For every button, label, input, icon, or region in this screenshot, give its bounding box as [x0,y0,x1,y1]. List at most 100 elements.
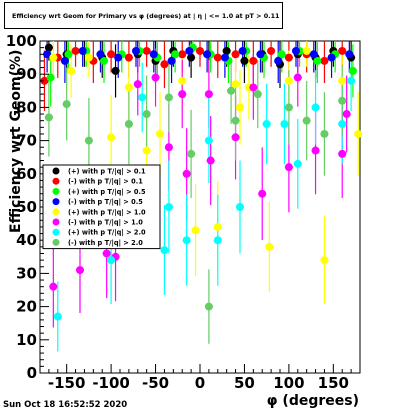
data-point [213,53,222,62]
legend-frame [42,164,161,250]
data-point [84,136,93,145]
data-point [182,169,191,178]
x-tick-label: -50 [142,374,169,392]
x-axis-title: φ (degrees) [267,393,359,409]
data-point [111,66,120,75]
data-point [133,80,142,89]
data-point [338,149,347,158]
data-point [44,113,53,122]
x-tick-label: 150 [318,374,349,392]
data-point [206,156,215,165]
data-point [354,129,363,138]
data-point [46,73,55,82]
data-point [274,56,283,65]
data-point [231,133,240,142]
data-point [204,136,213,145]
legend-entry-label: (+) with p T/|q| > 0.1 [68,168,146,177]
y-axis-title: Efficiency wrt Geom(%) [8,50,24,233]
data-point [156,129,164,138]
data-point [262,120,271,128]
data-point [284,163,293,172]
data-point [196,46,204,55]
x-tick-label: 0 [195,374,205,392]
data-point [313,56,322,65]
data-point [311,103,320,112]
data-point [320,129,329,138]
data-point [236,103,244,112]
data-point [231,50,240,59]
legend-marker [52,187,60,195]
data-point [267,46,276,55]
data-point [345,50,354,59]
data-point [204,302,213,311]
data-point [348,66,357,75]
data-point [124,120,133,128]
chart-title: Efficiency wrt Geom for Primary vs φ (de… [12,12,280,20]
legend-marker [52,208,60,216]
markers-layer [40,43,363,321]
data-point [187,149,196,158]
legend-marker [52,238,60,246]
data-point [265,242,274,251]
legend-marker [52,228,60,236]
data-point [320,256,329,265]
data-point [320,56,329,65]
data-point [284,103,293,112]
data-point [293,73,302,82]
legend: (+) with p T/|q| > 0.1(-) with p T/|q| >… [42,164,161,250]
data-point [213,236,222,245]
data-point [185,46,194,55]
y-tick-label: 0 [27,364,37,382]
data-point [71,46,80,55]
legend-entry-label: (-) with p T/|q| > 0.1 [68,178,143,187]
data-point [178,50,187,59]
data-point [124,53,133,62]
timestamp: Sun Oct 18 16:52:52 2020 [3,400,128,410]
legend-entry-label: (-) with p T/|q| > 2.0 [68,239,143,248]
legend-entry-label: (-) with p T/|q| > 0.5 [68,198,143,207]
data-point [191,226,200,235]
data-point [40,76,49,85]
data-point [107,133,116,142]
y-tick-label: 40 [16,231,37,249]
y-tick-label: 100 [6,32,37,50]
data-point [49,53,58,62]
legend-entry-label: (-) with p T/|q| > 1.0 [68,219,143,228]
data-point [213,222,222,231]
data-point [151,73,160,82]
data-point [171,50,180,59]
data-point [302,46,311,55]
data-point [182,236,191,245]
data-point [78,46,87,55]
data-point [67,66,76,75]
data-point [277,50,286,59]
data-point [96,50,105,59]
y-tick-label: 90 [16,65,37,83]
data-point [62,100,71,109]
data-point [53,312,62,321]
data-point [49,282,58,291]
data-point [309,50,318,59]
data-point [338,46,347,55]
data-point [256,50,265,59]
data-point [338,96,347,105]
y-tick-label: 20 [16,298,37,316]
data-point [187,53,196,62]
data-point [60,56,69,65]
legend-marker [52,198,60,206]
data-point [240,56,249,65]
data-point [164,203,173,211]
data-point [220,53,229,62]
data-point [338,76,347,85]
data-point [342,110,351,119]
data-point [164,143,173,152]
data-point [227,86,236,95]
data-point [160,246,169,255]
legend-marker [52,218,60,226]
data-point [222,46,231,55]
y-tick-label: 30 [16,264,37,282]
y-tick-label: 70 [16,132,37,150]
data-point [100,56,108,65]
data-point [142,146,151,155]
